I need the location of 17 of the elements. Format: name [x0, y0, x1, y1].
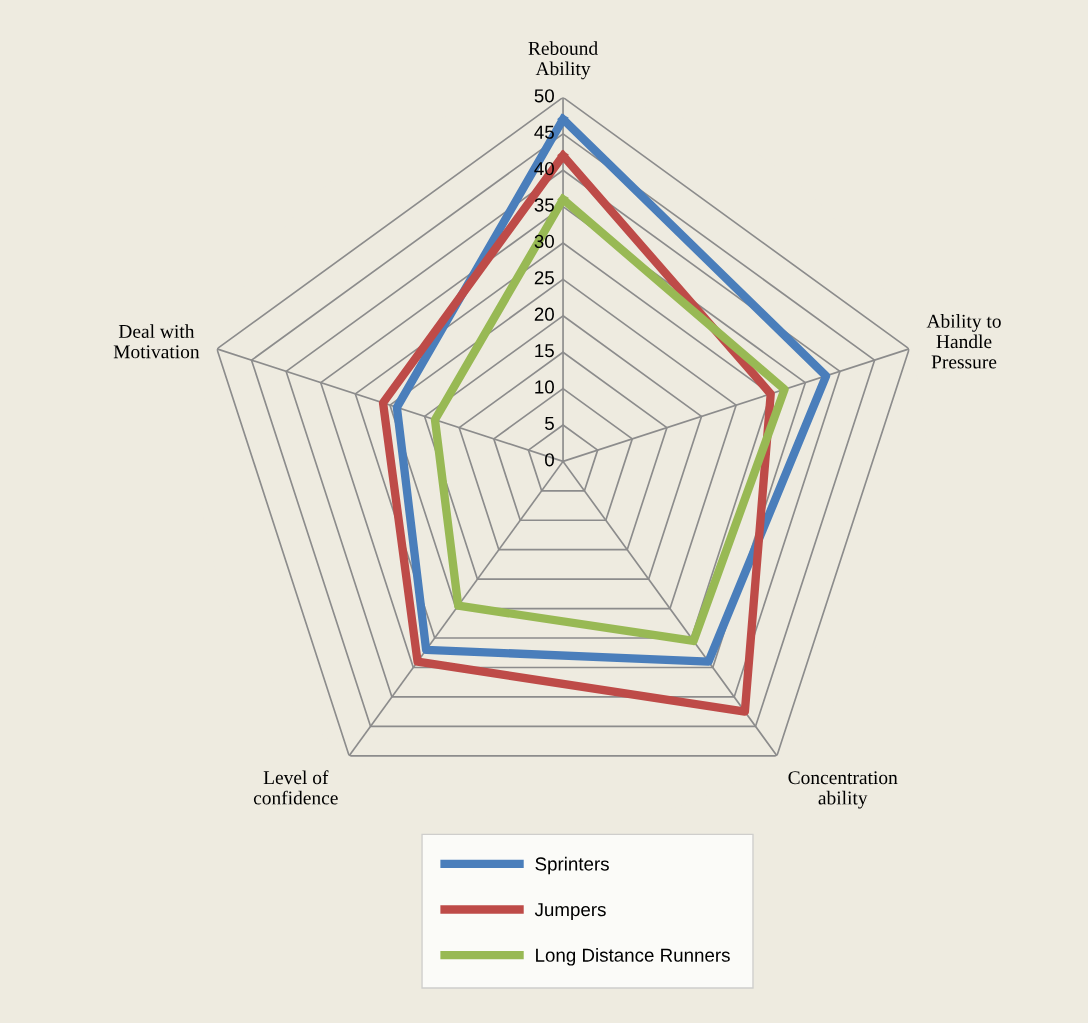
spoke-label: Concentration ability	[788, 771, 898, 809]
y-tick-label: 5	[545, 416, 554, 431]
legend-label: Jumpers	[534, 903, 606, 920]
spoke-label: Level of confidence	[253, 770, 338, 805]
y-tick-label: 40	[534, 161, 554, 176]
y-tick-label: 50	[534, 89, 554, 103]
y-tick-label: 25	[534, 271, 554, 285]
legend-label: Long Distance Runners	[536, 948, 730, 966]
legend-label: Sprinters	[535, 856, 609, 875]
spoke-label: Ability to Handle Pressure	[926, 314, 1001, 369]
y-tick-label: 0	[545, 453, 554, 467]
spoke-label: Deal with Motivation	[113, 324, 200, 359]
y-tick-label: 10	[535, 380, 554, 394]
spoke-label: Rebound Ability	[528, 41, 598, 80]
y-tick-label: 15	[535, 344, 554, 358]
y-tick-label: 20	[534, 307, 554, 321]
y-tick-label: 35	[534, 198, 554, 212]
